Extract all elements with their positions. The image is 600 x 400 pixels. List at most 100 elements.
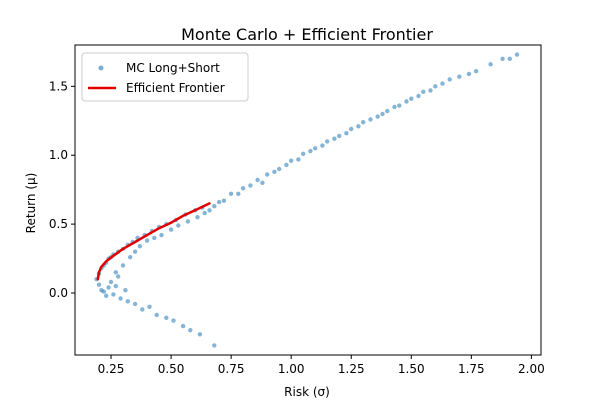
scatter-point xyxy=(308,148,313,154)
scatter-point xyxy=(289,158,294,163)
scatter-point xyxy=(202,210,207,216)
scatter-point xyxy=(171,318,176,323)
scatter-point xyxy=(96,282,102,287)
scatter-point xyxy=(116,274,121,279)
scatter-point xyxy=(325,139,330,144)
scatter-point xyxy=(176,223,181,228)
x-tick-label: 1.75 xyxy=(458,362,485,376)
legend-box xyxy=(81,52,249,102)
scatter-point xyxy=(113,270,119,275)
scatter-point xyxy=(152,235,157,241)
scatter-point xyxy=(397,103,402,108)
chart-title: Monte Carlo + Efficient Frontier xyxy=(181,25,433,44)
x-tick-label: 2.00 xyxy=(518,362,545,376)
scatter-point xyxy=(221,198,227,203)
scatter-point xyxy=(392,104,397,110)
scatter-point xyxy=(132,249,138,254)
scatter-point xyxy=(137,244,143,249)
scatter-point xyxy=(375,114,380,119)
scatter-point xyxy=(120,263,126,268)
axes-frame xyxy=(74,44,542,356)
scatter-point xyxy=(284,162,289,168)
y-tick-label: 1.5 xyxy=(49,79,68,93)
x-axis-label: Risk (σ) xyxy=(284,385,330,399)
scatter-point xyxy=(272,169,277,174)
efficient-frontier-line xyxy=(96,202,211,281)
scatter-point xyxy=(368,117,373,122)
scatter-point xyxy=(236,191,241,196)
scatter-point xyxy=(466,71,472,77)
scatter-point xyxy=(507,56,512,61)
scatter-point xyxy=(488,62,493,67)
scatter-point xyxy=(514,52,520,57)
scatter-point xyxy=(216,199,222,205)
scatter-point xyxy=(197,332,203,337)
scatter-point xyxy=(248,183,253,188)
scatter-point xyxy=(195,215,200,220)
scatter-point xyxy=(255,177,260,183)
x-tick-label: 0.50 xyxy=(158,362,185,376)
scatter-point xyxy=(164,315,169,320)
x-tick-label: 1.50 xyxy=(398,362,425,376)
legend-label: Efficient Frontier xyxy=(126,81,225,95)
scatter-point xyxy=(147,304,152,309)
x-tick-label: 0.75 xyxy=(218,362,245,376)
scatter-point xyxy=(428,88,433,93)
scatter-point xyxy=(421,89,426,95)
scatter-point xyxy=(301,151,306,156)
y-tick-label: 0.0 xyxy=(49,286,68,300)
scatter-point xyxy=(433,84,438,89)
scatter-point xyxy=(380,111,385,117)
scatter-point xyxy=(416,93,421,99)
scatter-point xyxy=(154,312,159,318)
scatter-point xyxy=(265,172,270,177)
scatter-point xyxy=(185,219,191,224)
scatter-point xyxy=(349,126,354,132)
scatter-point xyxy=(361,120,366,125)
scatter-point xyxy=(212,204,217,209)
scatter-point xyxy=(332,136,337,141)
scatter-point xyxy=(125,299,130,304)
scatter-point xyxy=(144,238,150,243)
scatter-point xyxy=(168,227,174,232)
scatter-point xyxy=(140,307,145,312)
scatter-point xyxy=(320,143,325,148)
scatter-point xyxy=(240,186,246,191)
scatter-point xyxy=(228,191,234,196)
scatter-point xyxy=(123,288,128,293)
scatter-point xyxy=(188,328,193,333)
scatter-point xyxy=(106,285,111,290)
scatter-point xyxy=(108,279,114,285)
scatter-point xyxy=(111,292,116,297)
scatter-point xyxy=(409,96,414,101)
legend-label: MC Long+Short xyxy=(126,61,220,75)
y-tick-label: 1.0 xyxy=(49,148,68,162)
scatter-point xyxy=(296,157,301,162)
scatter-point xyxy=(457,74,462,79)
scatter-point xyxy=(118,296,123,301)
y-tick-label: 0.5 xyxy=(49,217,68,231)
scatter-point xyxy=(260,180,265,185)
scatter-point xyxy=(277,166,282,172)
scatter-point xyxy=(104,293,109,298)
scatter-point xyxy=(356,124,361,129)
x-tick-label: 1.25 xyxy=(338,362,365,376)
scatter-point xyxy=(159,232,164,238)
scatter-point xyxy=(447,77,452,82)
scatter-point xyxy=(473,69,479,74)
scatter-point xyxy=(404,99,409,104)
scatter-point xyxy=(337,133,342,139)
scatter-point xyxy=(180,323,186,329)
legend: MC Long+Short Efficient Frontier xyxy=(81,52,249,102)
y-axis-label: Return (μ) xyxy=(24,173,38,234)
legend-marker-scatter xyxy=(98,65,104,71)
scatter-point xyxy=(500,56,505,61)
scatter-point xyxy=(212,343,217,348)
plot-area: 0.25 0.50 0.75 1.00 1.25 1.50 1.75 2.00 0.0 0.5 1.… xyxy=(49,44,545,376)
scatter-point xyxy=(128,255,133,260)
scatter-point xyxy=(132,301,138,307)
x-tick-label: 1.00 xyxy=(278,362,305,376)
x-tick-label: 0.25 xyxy=(98,362,125,376)
